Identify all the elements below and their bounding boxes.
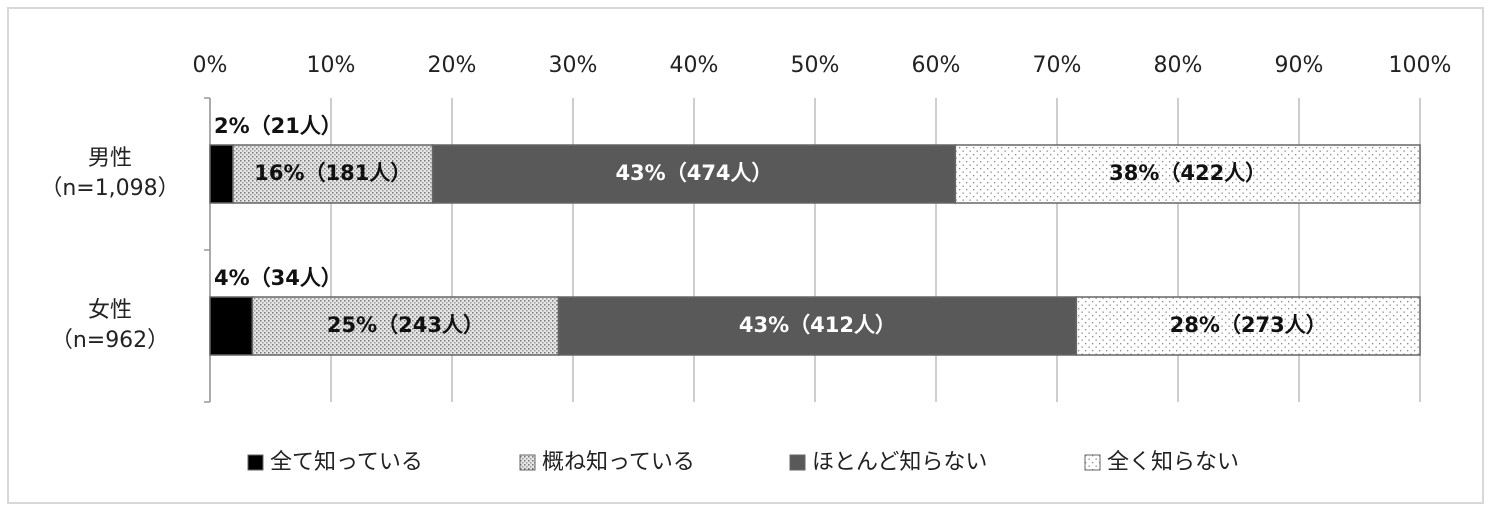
y-tick-label: 男性（n=1,098）	[40, 146, 179, 201]
data-label: 43%（412人）	[739, 313, 896, 337]
bar-segment	[251, 296, 560, 356]
data-label: 28%（273人）	[1170, 313, 1327, 337]
x-tick-label: 60%	[912, 53, 961, 78]
x-tick-label: 80%	[1154, 53, 1203, 78]
x-tick-label: 90%	[1275, 53, 1324, 78]
data-label: 38%（422人）	[1109, 161, 1266, 185]
x-tick-label: 20%	[428, 53, 477, 78]
legend-swatch	[1084, 454, 1101, 471]
data-label: 16%（181人）	[254, 161, 411, 185]
frame	[7, 7, 1484, 504]
legend-swatch	[247, 454, 264, 471]
legend-swatch	[789, 454, 806, 471]
x-tick-label: 70%	[1033, 53, 1082, 78]
y-tick-label: 女性（n=962）	[51, 298, 169, 353]
legend-label: 概ね知っている	[542, 450, 695, 475]
data-label: 4%（34人）	[214, 266, 342, 290]
data-label: 43%（474人）	[615, 161, 772, 185]
data-label: 25%（243人）	[327, 313, 484, 337]
legend-swatch	[519, 454, 536, 471]
legend-label: ほとんど知らない	[812, 450, 987, 475]
legend-label: 全く知らない	[1107, 450, 1239, 475]
x-tick-label: 50%	[791, 53, 840, 78]
x-tick-label: 40%	[670, 53, 719, 78]
bar-segment	[954, 144, 1421, 204]
bar-segment	[1075, 296, 1421, 356]
bar-segment	[209, 144, 234, 204]
x-tick-label: 100%	[1389, 53, 1452, 78]
bar-segment	[557, 296, 1078, 356]
x-tick-label: 10%	[307, 53, 356, 78]
legend-label: 全て知っている	[270, 450, 423, 475]
bar-segment	[209, 296, 254, 356]
x-tick-label: 0%	[193, 53, 228, 78]
x-tick-label: 30%	[549, 53, 598, 78]
data-label: 2%（21人）	[214, 114, 342, 138]
